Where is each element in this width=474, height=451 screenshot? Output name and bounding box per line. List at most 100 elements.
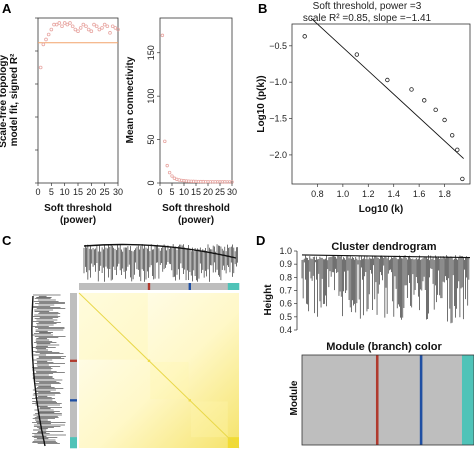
a1-xtick-label: 20 bbox=[86, 187, 96, 197]
a2-point bbox=[160, 33, 165, 38]
a2-xtick-label: 25 bbox=[215, 187, 225, 197]
a2-ytick-label: 100 bbox=[146, 89, 156, 104]
d-ytick-label: 0.8 bbox=[279, 272, 292, 282]
a1-point bbox=[100, 26, 104, 30]
a2-xtick-label: 0 bbox=[157, 187, 162, 197]
a1-point bbox=[68, 21, 72, 25]
a2-ytick-label: 0 bbox=[146, 180, 156, 185]
a2-point bbox=[163, 139, 167, 144]
a1-points bbox=[38, 21, 120, 70]
c-top-module-grey bbox=[79, 283, 149, 290]
a2-xtick-label: 15 bbox=[191, 187, 201, 197]
d-colorbar-frame bbox=[301, 354, 474, 446]
a1-point bbox=[84, 24, 88, 29]
b-ytick-label: −1.5 bbox=[269, 114, 287, 124]
d-module-grey bbox=[302, 355, 377, 445]
b-xtick-label: 1.8 bbox=[438, 189, 451, 199]
a1-point bbox=[46, 32, 51, 37]
d-dendrogram bbox=[301, 254, 471, 324]
panel-label-b: B bbox=[258, 1, 267, 16]
a1-point bbox=[108, 31, 112, 35]
a2-xaxis: 0 5 10 15 20 25 30 bbox=[157, 183, 237, 197]
a1-point bbox=[110, 24, 115, 29]
d-colorbar-label: Module bbox=[289, 380, 300, 415]
b-xtick-label: 1.2 bbox=[362, 189, 375, 199]
c-heatmap-diagonal bbox=[78, 292, 240, 449]
chart-b: Soft threshold, power =3 scale R² =0.85,… bbox=[256, 1, 471, 215]
c-top-branch bbox=[83, 243, 237, 259]
a1-point bbox=[86, 27, 91, 32]
b-subtitle: scale R² =0.85, slope =−1.41 bbox=[303, 13, 432, 24]
d-ytick-label: 0.7 bbox=[279, 286, 292, 296]
b-frame bbox=[291, 23, 471, 185]
a2-point bbox=[165, 163, 169, 168]
b-xaxis: 0.8 1.0 1.2 1.4 1.6 1.8 bbox=[311, 184, 451, 199]
d-top-branch bbox=[301, 254, 471, 259]
d-colorbar-title: Module (branch) color bbox=[326, 341, 442, 353]
d-module-grey bbox=[422, 355, 463, 445]
b-ylabel: Log10 (p(k)) bbox=[256, 75, 267, 132]
a1-point bbox=[57, 21, 62, 25]
a2-xtick-label: 30 bbox=[227, 187, 237, 197]
b-point bbox=[409, 87, 414, 92]
a1-point bbox=[113, 26, 118, 30]
d-yaxis: 0.4 0.5 0.6 0.7 0.8 0.9 1.0 bbox=[279, 246, 297, 335]
d-module-colorbar bbox=[301, 354, 474, 446]
panel-label-c: C bbox=[2, 233, 12, 248]
c-left-module-red bbox=[70, 359, 77, 363]
a1-xtick-label: 30 bbox=[113, 187, 123, 197]
a1-xtick-label: 5 bbox=[49, 187, 54, 197]
c-left-module-turquoise bbox=[70, 437, 77, 449]
b-point bbox=[460, 176, 465, 182]
b-point bbox=[302, 34, 307, 39]
a1-point bbox=[54, 22, 59, 27]
b-title: Soft threshold, power =3 bbox=[313, 1, 422, 12]
b-fit-line bbox=[310, 17, 464, 159]
d-module-grey bbox=[378, 355, 421, 445]
b-point bbox=[385, 77, 390, 83]
b-point bbox=[354, 52, 360, 57]
a1-point bbox=[105, 24, 110, 29]
d-module-red bbox=[375, 355, 379, 445]
a1-xlabel: Soft threshold bbox=[44, 203, 112, 214]
a2-point bbox=[170, 174, 174, 178]
a2-ylabel: Mean connectivity bbox=[125, 56, 136, 143]
a1-point bbox=[62, 21, 67, 25]
b-xtick-label: 1.4 bbox=[387, 189, 400, 199]
d-ytick-label: 0.5 bbox=[279, 312, 292, 322]
a1-point bbox=[41, 42, 46, 47]
c-left-module-bar bbox=[70, 293, 77, 449]
a1-point bbox=[76, 29, 80, 34]
a1-xlabel-line2: (power) bbox=[60, 215, 96, 226]
a1-point bbox=[102, 22, 107, 27]
a2-xlabel: Soft threshold bbox=[162, 203, 230, 214]
a1-point bbox=[73, 27, 78, 32]
a2-frame bbox=[159, 17, 233, 184]
c-top-module-grey bbox=[150, 283, 189, 290]
a1-xtick-label: 10 bbox=[60, 187, 70, 197]
a1-xtick-label: 0 bbox=[35, 187, 40, 197]
d-ytick-label: 1.0 bbox=[279, 246, 292, 256]
a1-point bbox=[38, 65, 43, 70]
a2-ytick-label: 50 bbox=[146, 135, 156, 145]
b-xtick-label: 1.6 bbox=[413, 189, 426, 199]
a1-xtick-label: 25 bbox=[100, 187, 110, 197]
b-point bbox=[433, 107, 438, 113]
a2-xtick-label: 20 bbox=[203, 187, 213, 197]
c-left-dendrogram bbox=[31, 294, 66, 447]
b-xlabel: Log10 (k) bbox=[359, 204, 403, 215]
d-module-turquoise bbox=[461, 355, 474, 445]
a1-point bbox=[81, 22, 86, 27]
a1-point bbox=[92, 22, 96, 27]
d-module-blue bbox=[419, 355, 423, 445]
a1-point bbox=[44, 37, 48, 42]
c-top-module-blue bbox=[188, 283, 192, 290]
chart-a1: 0 5 10 15 20 25 30 Scale-free topology model f… bbox=[0, 17, 123, 226]
a1-point bbox=[94, 24, 99, 29]
chart-d: Cluster dendrogram 0.4 0.5 0.6 0.7 0.8 0.9 1.0… bbox=[263, 241, 474, 446]
a1-point bbox=[70, 24, 75, 29]
b-xtick-label: 0.8 bbox=[311, 189, 324, 199]
d-ytick-label: 0.9 bbox=[279, 259, 292, 269]
